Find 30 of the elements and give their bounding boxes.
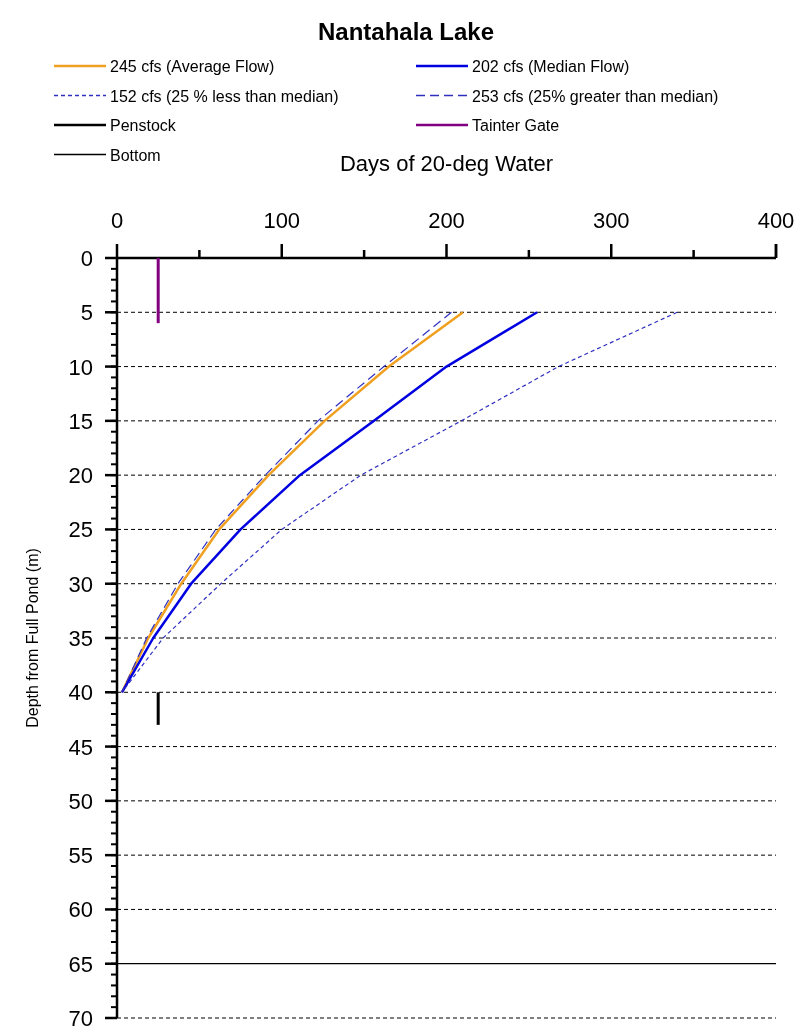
y-tick-label: 55 <box>68 843 93 869</box>
legend-label: Tainter Gate <box>472 117 560 134</box>
x-tick-label: 400 <box>757 208 795 233</box>
y-tick-label: 70 <box>68 1006 93 1026</box>
y-tick-label: 35 <box>68 626 93 651</box>
x-tick-label: 100 <box>263 208 301 233</box>
y-tick-label: 65 <box>68 951 93 977</box>
y-tick-label: 10 <box>68 354 93 380</box>
legend-label: 253 cfs (25% greater than median) <box>472 87 719 105</box>
legend-label: Penstock <box>110 117 177 134</box>
y-tick-label: 0 <box>80 246 93 271</box>
legend-label: 202 cfs (Median Flow) <box>472 58 630 75</box>
y-tick-label: 45 <box>68 734 93 760</box>
x-tick-label: 0 <box>110 208 124 233</box>
y-tick-label: 60 <box>68 897 93 923</box>
chart-title: Nantahala Lake <box>317 18 495 45</box>
y-axis-title: Depth from Full Pond (m) <box>24 548 41 728</box>
y-tick-label: 40 <box>68 680 93 706</box>
x-axis-title: Days of 20-deg Water <box>339 151 554 176</box>
legend-label: 152 cfs (25 % less than median) <box>110 87 339 105</box>
y-tick-label: 30 <box>68 571 93 597</box>
y-tick-label: 5 <box>80 300 93 326</box>
x-tick-label: 300 <box>592 208 630 233</box>
y-tick-label: 50 <box>68 788 93 814</box>
x-tick-label: 200 <box>428 208 465 233</box>
legend-label: Bottom <box>110 146 161 164</box>
y-tick-label: 25 <box>68 517 93 543</box>
y-tick-label: 20 <box>68 463 93 489</box>
legend-label: 245 cfs (Average Flow) <box>110 58 275 75</box>
y-tick-label: 15 <box>68 408 93 434</box>
